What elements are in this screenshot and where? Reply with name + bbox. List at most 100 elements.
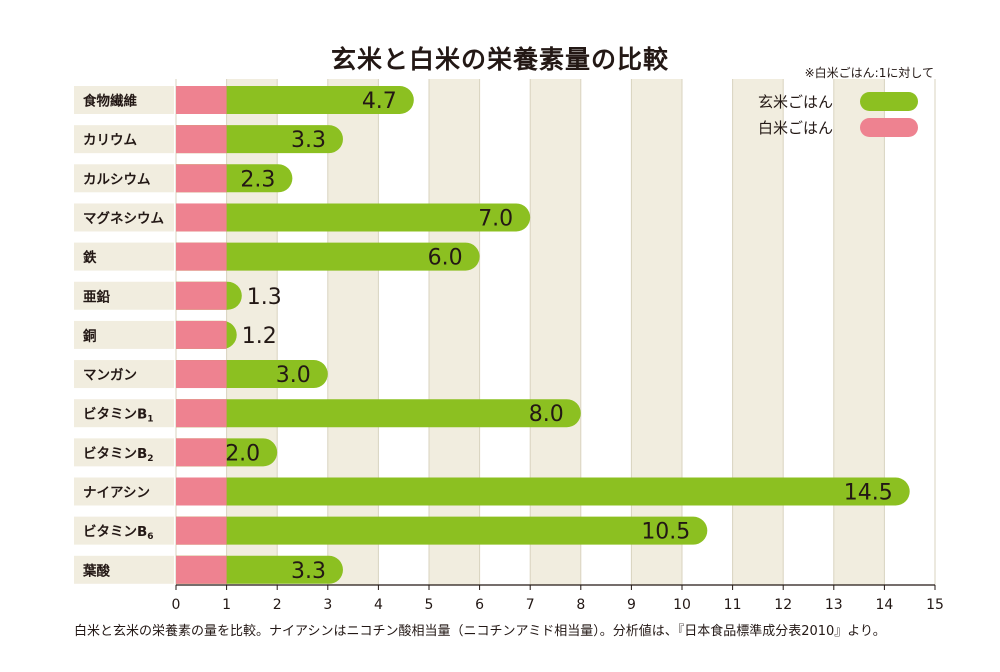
grid-band-9 xyxy=(631,79,682,585)
category-label-text: ビタミンB xyxy=(83,524,147,540)
bar-hakumai xyxy=(176,320,227,349)
category-label: 銅 xyxy=(83,327,97,344)
value-label: 8.0 xyxy=(529,402,564,427)
category-label-text: ビタミンB xyxy=(83,407,147,423)
grid-band-3 xyxy=(327,79,379,585)
value-label: 7.0 xyxy=(478,206,513,231)
x-tick-label: 1 xyxy=(222,597,231,613)
bar-genmai xyxy=(176,86,414,115)
category-label-box xyxy=(74,438,174,467)
category-label-box xyxy=(74,477,174,506)
x-tick-label: 2 xyxy=(273,597,282,613)
x-tick-label: 6 xyxy=(475,597,484,613)
category-label: ビタミンB1 xyxy=(83,407,154,425)
bar-hakumai xyxy=(176,242,227,271)
category-label: 鉄 xyxy=(83,249,97,266)
bar-genmai xyxy=(176,203,531,232)
value-label: 1.2 xyxy=(242,324,277,349)
category-label: 葉酸 xyxy=(82,562,110,579)
legend-label-hakumai: 白米ごはん xyxy=(758,119,834,137)
bar-genmai xyxy=(176,516,708,545)
category-label-text: 鉄 xyxy=(83,249,97,266)
x-tick-label: 3 xyxy=(323,597,332,613)
value-label: 3.3 xyxy=(291,559,326,584)
category-label-subscript: 6 xyxy=(147,532,153,542)
legend-item-hakumai: 白米ごはん xyxy=(758,117,918,138)
value-label: 10.5 xyxy=(641,520,690,545)
bar-genmai xyxy=(176,399,581,428)
value-label: 14.5 xyxy=(844,481,893,506)
x-tick-label: 12 xyxy=(774,597,792,613)
bar-hakumai xyxy=(176,477,227,506)
x-tick-label: 10 xyxy=(673,597,691,613)
category-label-subscript: 2 xyxy=(147,454,153,464)
x-tick-label: 14 xyxy=(875,597,893,613)
x-tick-label: 13 xyxy=(825,597,843,613)
legend-swatch-hakumai xyxy=(860,118,918,137)
category-label-text: カリウム xyxy=(83,133,137,149)
category-label-box xyxy=(74,399,174,428)
bar-hakumai xyxy=(176,399,227,428)
category-label-box xyxy=(74,360,174,389)
x-tick-label: 9 xyxy=(627,597,636,613)
category-label-subscript: 1 xyxy=(147,415,153,425)
category-label: 食物繊維 xyxy=(83,93,137,110)
category-label: ビタミンB6 xyxy=(83,524,154,542)
category-label-text: マンガン xyxy=(83,368,137,384)
bar-hakumai xyxy=(176,555,227,584)
category-label: カルシウム xyxy=(83,172,151,188)
bar-hakumai xyxy=(176,281,227,310)
value-label: 3.3 xyxy=(291,128,326,153)
value-label: 2.3 xyxy=(240,167,275,192)
category-label-text: 葉酸 xyxy=(82,562,110,579)
chart-footnote: 白米と玄米の栄養素の量を比較。ナイアシンはニコチン酸相当量（ニコチンアミド相当量… xyxy=(74,624,886,639)
x-tick-label: 15 xyxy=(926,597,944,613)
category-label: マンガン xyxy=(83,368,137,384)
bar-hakumai xyxy=(176,164,227,193)
category-label-box xyxy=(74,242,174,271)
category-label-text: カルシウム xyxy=(83,172,151,188)
value-label: 6.0 xyxy=(428,246,463,271)
category-label: カリウム xyxy=(83,133,137,149)
chart-title: 玄米と白米の栄養素量の比較 xyxy=(330,45,669,74)
x-tick-label: 7 xyxy=(526,597,535,613)
category-label-box xyxy=(74,86,174,114)
category-label-text: 亜鉛 xyxy=(83,288,110,305)
bar-hakumai xyxy=(176,438,227,467)
grid-band-7 xyxy=(530,79,581,585)
category-label-box xyxy=(74,281,174,310)
value-label: 3.0 xyxy=(276,363,311,388)
grid-band-11 xyxy=(732,79,784,585)
legend-item-genmai: 玄米ごはん xyxy=(758,91,918,112)
bar-hakumai xyxy=(176,203,227,232)
category-label: ナイアシン xyxy=(83,485,150,501)
legend-label-genmai: 玄米ごはん xyxy=(758,93,834,111)
x-tick-label: 11 xyxy=(724,597,742,613)
grid-band-5 xyxy=(429,79,480,585)
category-label-box xyxy=(74,516,174,545)
bar-hakumai xyxy=(176,516,227,545)
category-label-text: マグネシウム xyxy=(83,210,164,227)
category-label-box xyxy=(74,203,174,232)
chart-note: ※白米ごはん:1に対して xyxy=(804,66,934,80)
x-tick-label: 5 xyxy=(425,597,434,613)
category-label-text: 食物繊維 xyxy=(83,93,137,110)
category-label-box xyxy=(74,164,174,193)
x-tick-label: 0 xyxy=(172,597,181,613)
category-label: 亜鉛 xyxy=(83,288,110,305)
category-label: ビタミンB2 xyxy=(83,446,154,464)
category-label-text: ナイアシン xyxy=(83,485,150,501)
category-label-text: 銅 xyxy=(83,327,97,344)
category-label: マグネシウム xyxy=(83,210,164,227)
bar-genmai xyxy=(176,477,910,506)
bar-genmai xyxy=(176,242,480,271)
grid-band-13 xyxy=(833,79,885,585)
value-label: 2.0 xyxy=(225,441,260,466)
x-tick-label: 4 xyxy=(374,597,383,613)
legend-swatch-genmai xyxy=(860,92,918,111)
category-label-text: ビタミンB xyxy=(83,446,147,462)
value-label: 4.7 xyxy=(362,89,397,114)
bar-hakumai xyxy=(176,86,227,114)
